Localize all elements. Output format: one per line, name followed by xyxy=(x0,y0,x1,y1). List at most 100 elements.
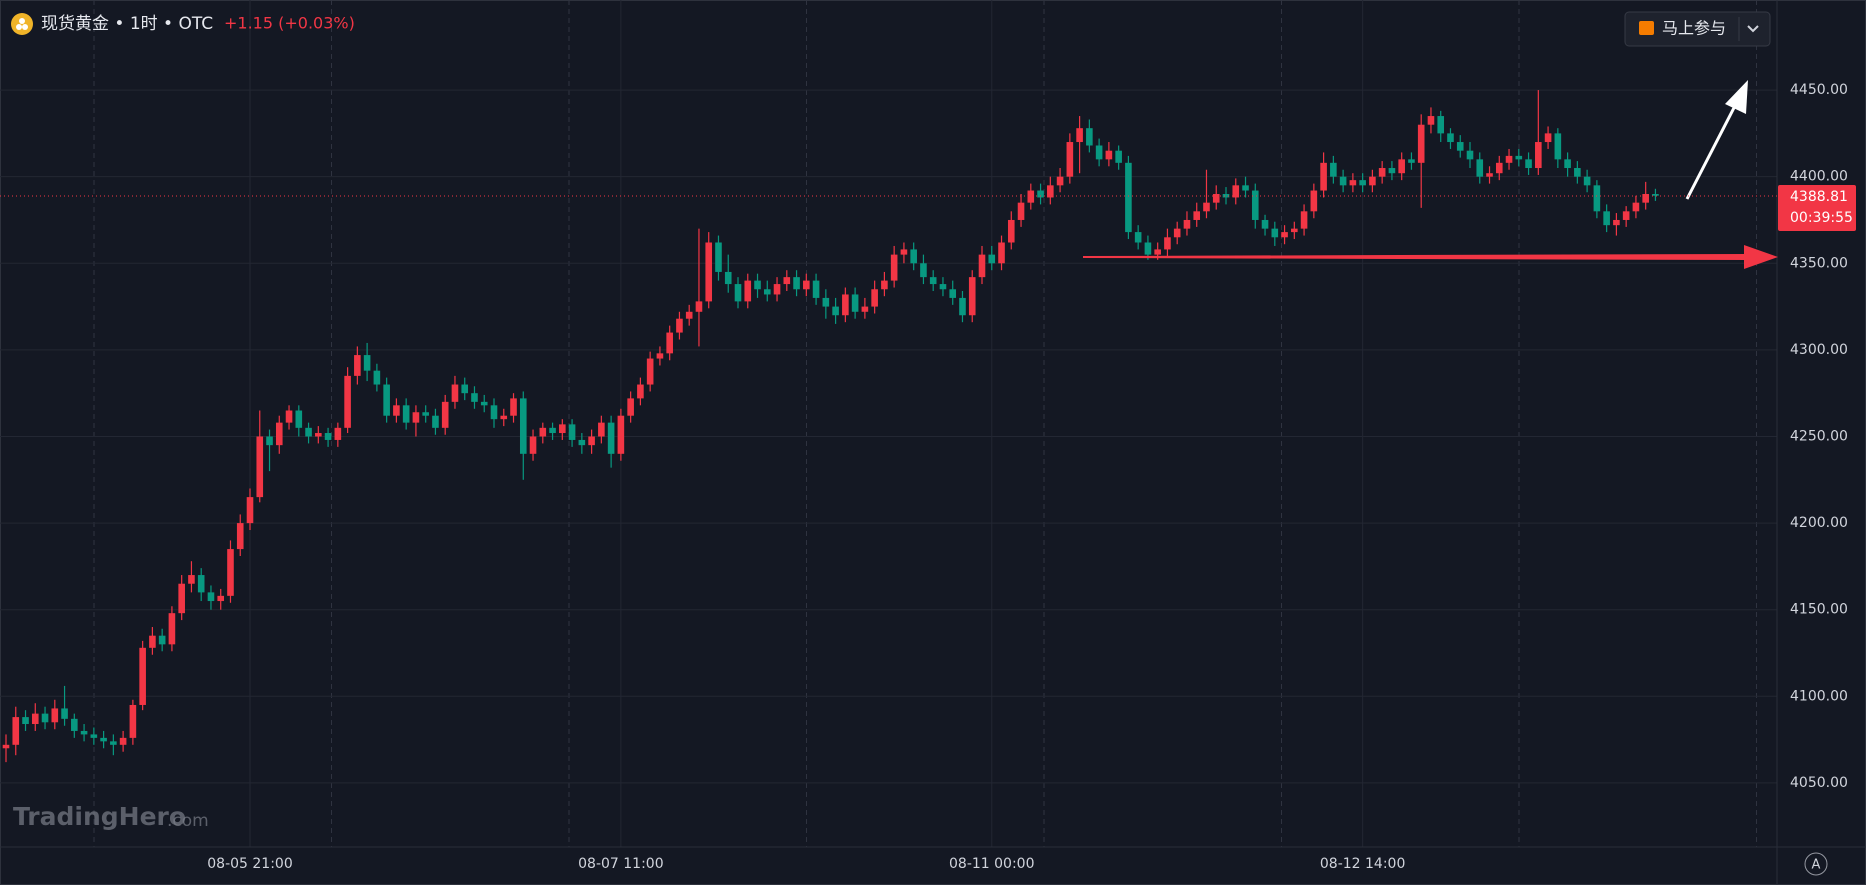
candle-body xyxy=(354,355,361,376)
candle-body xyxy=(412,412,420,423)
candle-body xyxy=(110,741,117,745)
candle-body xyxy=(539,427,547,437)
candle-body xyxy=(1027,190,1035,203)
candle-body xyxy=(1593,185,1601,212)
candle-body xyxy=(188,575,195,584)
y-tick-label: 4100.00 xyxy=(1790,688,1848,704)
candle-body xyxy=(1086,128,1093,146)
button-icon xyxy=(1639,21,1654,35)
candle-body xyxy=(803,280,810,290)
candle-body xyxy=(1203,202,1210,212)
candle-body xyxy=(1017,202,1025,220)
button-label[interactable]: 马上参与 xyxy=(1662,19,1726,38)
candle-body xyxy=(1515,155,1523,160)
x-tick-label: 08-12 14:00 xyxy=(1320,856,1405,872)
candle-body xyxy=(724,271,732,285)
candle-body xyxy=(1144,242,1152,255)
candle-body xyxy=(1173,228,1181,238)
candle-body xyxy=(1476,159,1484,177)
candle-body xyxy=(285,410,293,423)
candle-body xyxy=(1359,180,1366,186)
candle-body xyxy=(666,332,673,354)
candle-body xyxy=(71,718,78,731)
candle-body xyxy=(988,254,996,264)
candle-body xyxy=(881,280,888,290)
button-frame[interactable] xyxy=(1624,11,1771,47)
axis-badge[interactable] xyxy=(1804,852,1828,876)
symbol-title: 现货黄金 • 1时 • OTC xyxy=(41,14,213,34)
candle-body xyxy=(1486,173,1493,177)
candle-body xyxy=(1652,193,1659,196)
candle-body xyxy=(441,401,449,428)
gold-icon-dot xyxy=(22,24,28,30)
button-chevron[interactable] xyxy=(1747,25,1759,33)
candle-body xyxy=(763,289,771,295)
candle-body xyxy=(432,415,439,428)
candle-body xyxy=(402,405,410,423)
candle-body xyxy=(344,375,351,428)
candle-body xyxy=(1388,168,1396,174)
candle-body xyxy=(51,708,59,723)
candle-body xyxy=(22,717,29,725)
y-tick-label: 4350.00 xyxy=(1790,255,1848,271)
candle-body xyxy=(705,242,713,302)
candle-body xyxy=(754,280,761,290)
candle-body xyxy=(266,436,273,446)
candle-body xyxy=(1505,155,1513,163)
candle-body xyxy=(529,436,537,454)
candle-body xyxy=(978,254,986,278)
candle-body xyxy=(500,415,508,420)
candle-body xyxy=(949,289,957,298)
candle-body xyxy=(1583,176,1591,186)
candle-body xyxy=(1242,185,1249,191)
annotation-arrowhead xyxy=(1744,245,1778,269)
candle-body xyxy=(1232,185,1240,198)
candle-body xyxy=(168,613,176,645)
watermark: TradingHero xyxy=(13,802,186,831)
candle-body xyxy=(197,575,205,593)
candle-body xyxy=(246,497,254,524)
candle-body xyxy=(1261,219,1269,229)
candle-body xyxy=(812,280,820,298)
candle-body xyxy=(1525,159,1532,169)
candle-body xyxy=(1291,228,1298,233)
last-price-box xyxy=(1778,185,1856,232)
gold-icon-dot xyxy=(19,18,25,24)
candle-body xyxy=(1632,202,1640,212)
candle-body xyxy=(1134,232,1142,243)
candle-body xyxy=(607,422,615,454)
candle-body xyxy=(2,744,10,749)
y-tick-label: 4050.00 xyxy=(1790,775,1848,791)
candle-body xyxy=(1115,150,1122,163)
candle-body xyxy=(920,263,927,278)
candle-body xyxy=(129,704,137,738)
candle-body xyxy=(1427,116,1435,125)
candle-body xyxy=(861,306,869,312)
candle-body xyxy=(1417,124,1425,163)
candle-body xyxy=(1125,162,1132,233)
candle-body xyxy=(422,412,429,416)
candle-body xyxy=(480,401,488,406)
candle-body xyxy=(275,422,283,446)
candle-body xyxy=(158,635,166,645)
candle-body xyxy=(578,439,586,446)
candle-body xyxy=(1564,159,1571,169)
candle-body xyxy=(373,370,381,385)
candle-body xyxy=(1622,211,1630,220)
y-tick-label: 4450.00 xyxy=(1790,82,1848,98)
candle-body xyxy=(1398,159,1405,174)
candles xyxy=(2,90,1659,763)
candle-body xyxy=(1642,193,1649,203)
candle-body xyxy=(656,353,664,359)
candle-body xyxy=(871,289,878,307)
candle-body xyxy=(1281,232,1288,238)
candle-body xyxy=(305,427,312,437)
candle-body xyxy=(783,277,791,285)
candle-body xyxy=(334,427,342,440)
axis-badge-label[interactable]: A xyxy=(1812,858,1821,873)
candle-body xyxy=(900,249,908,255)
candle-body xyxy=(1447,133,1454,143)
join-button[interactable]: 马上参与 xyxy=(1624,11,1771,47)
candle-body xyxy=(80,730,88,735)
